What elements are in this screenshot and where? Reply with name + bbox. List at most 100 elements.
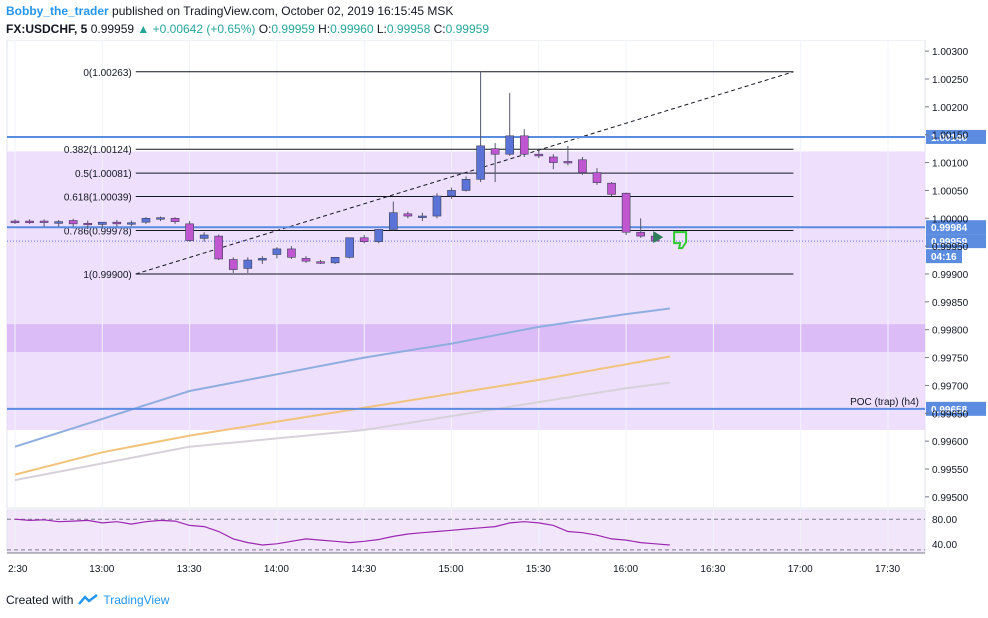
candle-body <box>214 235 223 260</box>
rsi-line <box>14 518 670 546</box>
price-axis-label: 1.00100 <box>932 159 969 170</box>
candle-body <box>25 220 34 224</box>
chart-svg[interactable]: 0(1.00263) 0.382(1.00124) 0.5(1.00081) 0.61… <box>0 39 988 580</box>
rsi-axis-label: 40.00 <box>932 540 957 551</box>
price-axis-label: 1.00250 <box>932 75 969 86</box>
price-axis-label: 1.00050 <box>932 186 969 197</box>
price-axis-label: 0.99800 <box>932 326 969 337</box>
author-link[interactable]: Bobby_the_trader <box>6 4 109 18</box>
published-text: published on TradingView.com, October 02… <box>112 4 454 18</box>
level-price-tag <box>926 401 986 416</box>
candle-body <box>578 159 587 173</box>
time-axis-label: 17:00 <box>788 564 813 575</box>
level-price-label: 0.99658 <box>931 405 968 416</box>
price-axis-label: 0.99550 <box>932 465 969 476</box>
countdown-label: 04:16 <box>931 252 957 263</box>
chart-area[interactable]: 0(1.00263) 0.382(1.00124) 0.5(1.00081) 0.61… <box>0 39 988 585</box>
level-note: POC (trap) (h4) <box>850 397 919 408</box>
fib-level-label: 0.382(1.00124) <box>64 145 132 156</box>
fib-level-label: 0.5(1.00081) <box>75 169 132 180</box>
price-axis-label: 0.99600 <box>932 437 969 448</box>
open-value: 0.99959 <box>271 22 315 36</box>
price-axis-label: 1.00150 <box>932 131 969 142</box>
time-axis-label: 15:30 <box>526 564 551 575</box>
candle-body <box>345 237 354 258</box>
candle-body <box>112 221 122 225</box>
candle-body <box>374 229 384 242</box>
high-label: H: <box>318 22 331 36</box>
close-value: 0.99959 <box>445 22 490 36</box>
candle-body <box>432 195 442 217</box>
fib-level-label: 0.618(1.00039) <box>64 193 132 204</box>
symbol-label: FX:USDCHF, 5 <box>6 22 88 36</box>
zone-dark <box>7 324 925 352</box>
last-price: 0.99959 <box>90 22 135 36</box>
candle-body <box>54 221 63 224</box>
candle-body <box>359 237 369 242</box>
candle-body <box>141 217 151 223</box>
candle-body <box>228 259 238 270</box>
candle-body <box>549 156 558 163</box>
candle-body <box>156 217 165 220</box>
candle-body <box>258 258 267 261</box>
level-price-tag <box>926 220 986 235</box>
candle-body <box>447 190 456 197</box>
level-price-tag <box>926 129 986 144</box>
candle-body <box>636 231 645 237</box>
low-label: L: <box>376 22 387 36</box>
low-value: 0.99958 <box>386 22 431 36</box>
candle-body <box>519 135 529 155</box>
candle-body <box>388 212 398 230</box>
price-axis-label: 0.99900 <box>932 270 969 281</box>
time-axis-label: 13:30 <box>177 564 202 575</box>
candle-body <box>621 192 631 233</box>
level-price-label: 0.99984 <box>931 223 968 234</box>
change-value: ▲ +0.00642 (+0.65%) <box>137 22 256 36</box>
time-axis-label: 16:00 <box>613 564 638 575</box>
candle-body <box>505 135 515 155</box>
fib-level-label: 0.786(0.99978) <box>64 227 132 238</box>
candle-body <box>127 222 136 225</box>
candle-body <box>301 258 311 262</box>
price-axis-label: 0.99750 <box>932 354 969 365</box>
candle-body <box>490 148 500 155</box>
moving-average-line <box>14 355 670 476</box>
level-price-label: 1.00146 <box>931 133 968 144</box>
candle-body <box>272 248 282 255</box>
candle-body <box>10 220 20 224</box>
created-with-text: Created with <box>6 593 74 607</box>
price-axis-label: 1.00000 <box>932 214 969 225</box>
moving-average-line <box>14 381 670 482</box>
footer: Created with TradingView <box>6 593 169 607</box>
candle-body <box>607 182 616 195</box>
countdown-tag <box>926 249 962 264</box>
close-label: C: <box>433 22 446 36</box>
candle-body <box>461 178 471 191</box>
candle-body <box>534 153 544 157</box>
candle-body <box>170 217 180 222</box>
candle-body <box>563 161 573 164</box>
current-price-label: 0.99959 <box>931 237 968 248</box>
candle-body <box>83 223 93 226</box>
candle-body <box>39 220 49 223</box>
fib-level-label: 0(1.00263) <box>83 68 131 79</box>
legend-ohlc: FX:USDCHF, 5 0.99959 ▲ +0.00642 (+0.65%)… <box>6 22 489 36</box>
tradingview-logo-icon <box>78 594 99 605</box>
candle-body <box>476 145 485 180</box>
price-axis-label: 0.99950 <box>932 242 969 253</box>
thumb-down-icon <box>673 231 688 250</box>
price-axis-label: 0.99850 <box>932 298 969 309</box>
candle-body <box>243 259 253 269</box>
candle-body <box>403 213 413 217</box>
rsi-pane <box>6 509 926 554</box>
tradingview-link[interactable]: TradingView <box>103 593 170 607</box>
candle-body <box>199 234 209 239</box>
price-axis-label: 1.00300 <box>932 47 969 58</box>
price-axis-label: 1.00200 <box>932 103 969 114</box>
time-axis-label: 17:30 <box>875 564 900 575</box>
candle-body <box>287 248 296 258</box>
candle-body <box>330 256 340 264</box>
fib-level-label: 1(0.99900) <box>83 270 131 281</box>
candle-body <box>418 215 427 218</box>
rsi-axis-label: 80.00 <box>932 515 957 526</box>
